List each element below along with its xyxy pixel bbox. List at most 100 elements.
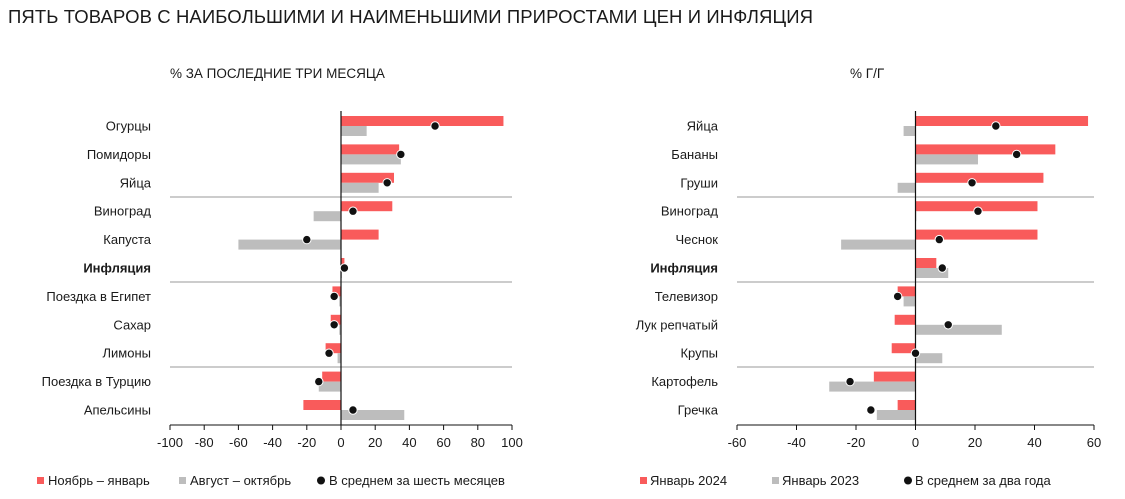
chart-subtitle: % Г/Г [850, 66, 885, 81]
average-dot [339, 263, 350, 273]
x-tick-label: -20 [297, 435, 316, 450]
bar-jan-2024 [894, 314, 916, 325]
bar-nov-jan [303, 400, 341, 410]
category-label: Поездка в Египет [46, 289, 151, 304]
average-dot [967, 178, 977, 188]
bar-jan-2024 [915, 201, 1038, 212]
legend-label: Январь 2024 [650, 473, 727, 488]
bar-aug-oct [337, 353, 341, 364]
average-dot [937, 263, 947, 273]
category-label: Яйца [120, 175, 152, 190]
average-dot [892, 291, 903, 302]
x-tick-label: -100 [157, 435, 183, 450]
legend-marker [179, 477, 186, 484]
bar-aug-oct [341, 126, 367, 136]
bar-jan-2024 [915, 258, 937, 268]
x-tick-label: 60 [436, 435, 450, 450]
category-label: Картофель [651, 374, 718, 389]
bar-aug-oct [341, 154, 401, 165]
bar-aug-oct [339, 296, 341, 307]
category-label: Телевизор [655, 289, 718, 304]
x-tick-label: 40 [402, 435, 416, 450]
legend-label: Август – октябрь [190, 473, 291, 488]
x-tick-label: -60 [728, 435, 747, 450]
category-label: Капуста [103, 232, 152, 247]
chart-subtitle: % ЗА ПОСЛЕДНИЕ ТРИ МЕСЯЦА [170, 66, 385, 81]
category-label: Гречка [678, 403, 719, 418]
bar-nov-jan [322, 371, 341, 382]
bar-jan-2023 [915, 268, 949, 278]
x-tick-label: 80 [471, 435, 485, 450]
average-dot [430, 121, 440, 131]
bar-jan-2024 [897, 286, 916, 297]
x-tick-label: -40 [787, 435, 806, 450]
x-tick-label: 20 [968, 435, 982, 450]
x-tick-label: 60 [1087, 435, 1101, 450]
x-tick-label: -80 [195, 435, 214, 450]
average-dot [314, 376, 324, 387]
x-tick-label: 100 [501, 435, 523, 450]
average-dot [396, 149, 406, 160]
category-label: Виноград [661, 204, 719, 219]
average-dot [302, 234, 312, 245]
category-label: Лимоны [103, 346, 151, 361]
bar-jan-2024 [915, 144, 1056, 155]
x-tick-label: 40 [1027, 435, 1041, 450]
category-label: Груши [680, 175, 718, 190]
bar-jan-2024 [915, 172, 1044, 183]
average-dot [934, 234, 944, 245]
legend-label: В среднем за два года [915, 473, 1051, 488]
average-dot [910, 348, 921, 358]
category-label: Сахар [113, 317, 151, 332]
bar-nov-jan [325, 343, 341, 354]
average-dot [943, 320, 953, 330]
bar-nov-jan [341, 229, 379, 240]
legend-label: В среднем за шесть месяцев [329, 473, 505, 488]
bar-aug-oct [341, 410, 405, 420]
bar-nov-jan [330, 314, 341, 325]
bar-jan-2023 [915, 324, 1002, 335]
average-dot [991, 121, 1001, 131]
bar-jan-2023 [829, 381, 916, 392]
bar-jan-2023 [903, 296, 916, 307]
bar-nov-jan [341, 258, 345, 268]
average-dot [1011, 149, 1022, 160]
category-label: Инфляция [83, 261, 151, 276]
bar-aug-oct [313, 211, 341, 222]
x-tick-label: 0 [912, 435, 919, 450]
x-tick-label: 20 [368, 435, 382, 450]
bar-nov-jan [341, 201, 393, 212]
main-title: ПЯТЬ ТОВАРОВ С НАИБОЛЬШИМИ И НАИМЕНЬШИМИ… [8, 6, 814, 27]
x-tick-label: -20 [847, 435, 866, 450]
category-label: Бананы [671, 147, 718, 162]
category-label: Поездка в Турцию [42, 374, 152, 389]
category-label: Инфляция [650, 261, 718, 276]
legend-label: Ноябрь – январь [48, 473, 150, 488]
category-label: Чеснок [676, 232, 719, 247]
bar-jan-2023 [915, 353, 943, 364]
average-dot [329, 320, 339, 330]
category-label: Лук репчатый [636, 317, 718, 332]
category-label: Яйца [687, 119, 719, 134]
bar-jan-2024 [915, 229, 1038, 240]
bar-aug-oct [339, 324, 341, 335]
bar-aug-oct [238, 239, 341, 250]
legend-marker-dot [317, 476, 325, 485]
category-label: Апельсины [84, 403, 151, 418]
category-label: Крупы [680, 346, 718, 361]
bar-jan-2024 [915, 116, 1089, 126]
bar-jan-2023 [841, 239, 916, 250]
average-dot [866, 405, 876, 415]
category-label: Огурцы [106, 119, 151, 134]
legend-label: Январь 2023 [782, 473, 859, 488]
average-dot [973, 206, 983, 216]
x-tick-label: -60 [229, 435, 248, 450]
bar-nov-jan [341, 172, 395, 183]
bar-jan-2024 [897, 400, 916, 410]
bar-aug-oct [341, 182, 379, 193]
bar-jan-2023 [897, 182, 916, 193]
bar-aug-oct [318, 381, 341, 392]
category-label: Виноград [94, 204, 152, 219]
average-dot [348, 206, 358, 216]
